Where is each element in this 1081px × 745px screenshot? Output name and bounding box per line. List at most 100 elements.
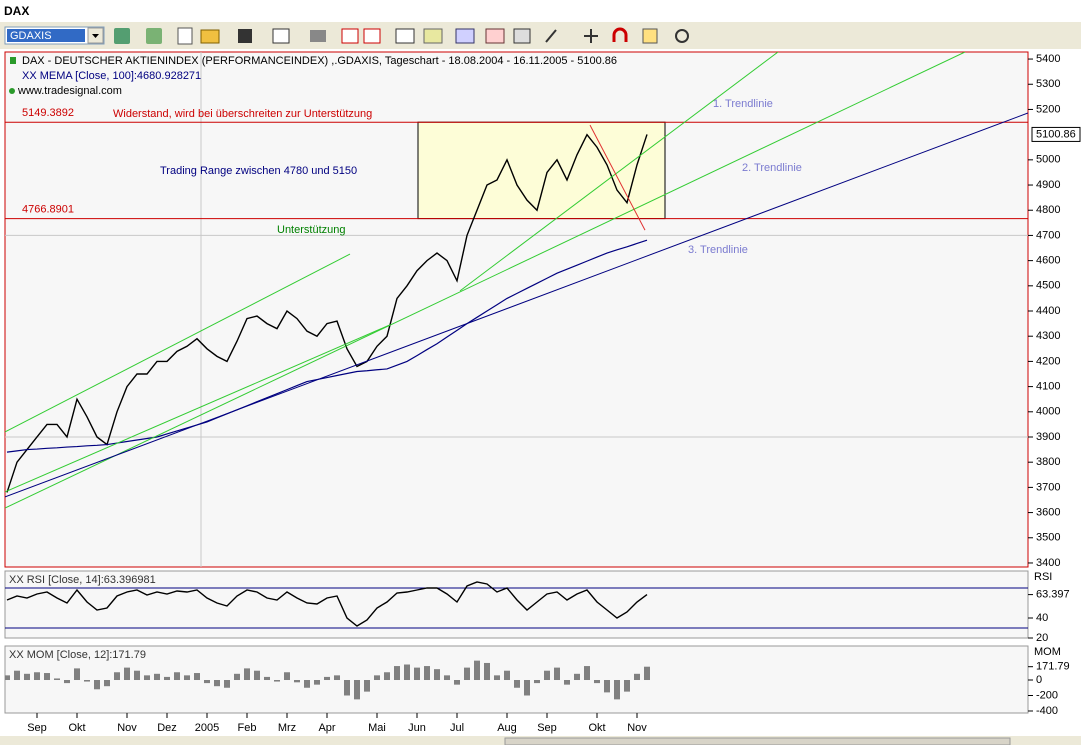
tool-button[interactable] — [238, 29, 252, 43]
bar — [194, 673, 200, 681]
tool-button[interactable] — [272, 28, 290, 44]
series-line — [6, 581, 648, 627]
bar — [414, 667, 420, 681]
tool-button[interactable] — [310, 30, 326, 42]
bar — [544, 670, 550, 681]
series-line — [6, 239, 648, 453]
bar — [184, 675, 190, 681]
tool-button[interactable] — [177, 27, 193, 45]
scrollbar-thumb[interactable] — [504, 737, 1011, 745]
tool-button[interactable] — [395, 28, 415, 44]
y-tick-label: 3800 — [1036, 456, 1060, 468]
bar — [334, 675, 340, 681]
bar — [314, 680, 320, 685]
y-tick-label: 4700 — [1036, 229, 1060, 241]
bar — [204, 680, 210, 684]
last-price-label: 5100.86 — [1036, 128, 1076, 140]
bar — [624, 680, 630, 692]
x-tick-label: Dez — [157, 722, 177, 734]
bar — [214, 680, 220, 687]
y-tick-label: 4200 — [1036, 355, 1060, 367]
bar — [464, 667, 470, 681]
tool-button[interactable] — [455, 28, 475, 44]
bar — [564, 680, 570, 685]
bar — [264, 676, 270, 681]
bar — [404, 664, 410, 681]
trendline-label: 1. Trendlinie — [713, 98, 773, 110]
y-tick-label: -400 — [1036, 705, 1058, 717]
tool-button[interactable] — [642, 28, 658, 44]
x-tick-label: Nov — [117, 722, 137, 734]
tool-button[interactable] — [423, 28, 443, 44]
tool-button[interactable] — [513, 28, 531, 44]
y-tick-label: 3900 — [1036, 431, 1060, 443]
y-tick-label: 4800 — [1036, 204, 1060, 216]
axes: 5149.3892 4766.8901 DAX - DEUTSCHER AKTIEN… — [9, 53, 1081, 734]
bar — [634, 673, 640, 681]
legend-entry: DAX - DEUTSCHER AKTIENINDEX (PERFORMANCE… — [22, 55, 617, 67]
tool-button[interactable] — [200, 29, 220, 44]
price-plot — [5, 52, 1028, 567]
symbol-selection — [7, 29, 85, 42]
bar — [174, 672, 180, 681]
bar — [104, 680, 110, 687]
rsi-panel — [4, 570, 1029, 639]
annotation: Unterstützung — [277, 224, 345, 236]
y-tick-label: 4400 — [1036, 305, 1060, 317]
tool-button[interactable] — [114, 28, 130, 44]
bar — [504, 670, 510, 681]
bar — [304, 680, 310, 688]
y-tick-label: 0 — [1036, 674, 1042, 686]
y-tick-label: 3500 — [1036, 532, 1060, 544]
bar — [5, 675, 10, 681]
legend-entry: XX RSI [Close, 14]:63.396981 — [9, 574, 156, 586]
trendline — [5, 253, 351, 433]
x-tick-label: Mai — [368, 722, 386, 734]
bar — [614, 680, 620, 700]
bar — [234, 673, 240, 681]
bar — [74, 668, 80, 681]
y-tick-label: 40 — [1036, 612, 1048, 624]
bar — [594, 680, 600, 684]
bar — [114, 672, 120, 681]
y-tick-label: 4000 — [1036, 406, 1060, 418]
trendline — [589, 124, 646, 231]
trendline — [5, 324, 391, 493]
bar — [294, 680, 300, 683]
tool-button[interactable] — [146, 28, 162, 44]
bar — [44, 673, 50, 681]
bar — [124, 667, 130, 681]
x-tick-label: Okt — [68, 722, 85, 734]
toolbar-buttons — [114, 27, 689, 45]
y-tick-label: -200 — [1036, 689, 1058, 701]
trendline-label: 2. Trendlinie — [742, 162, 802, 174]
bar — [584, 666, 590, 681]
y-tick-label: 5400 — [1036, 53, 1060, 65]
tool-button[interactable] — [485, 28, 505, 44]
y-tick-label: 5000 — [1036, 154, 1060, 166]
tool-button[interactable] — [341, 28, 359, 44]
bar — [604, 680, 610, 693]
legend-entry: XX MEMA [Close, 100]:4680.928271 — [22, 70, 201, 82]
line-value-label: 5149.3892 — [22, 107, 74, 119]
tool-button[interactable] — [675, 29, 689, 43]
y-tick-label: 4300 — [1036, 330, 1060, 342]
bar — [144, 675, 150, 681]
bar — [374, 675, 380, 681]
bar — [34, 672, 40, 681]
bar — [574, 673, 580, 681]
tool-button[interactable] — [584, 29, 598, 43]
bar — [94, 680, 100, 690]
tool-button[interactable] — [363, 28, 381, 44]
tool-button[interactable] — [612, 27, 628, 42]
bar — [424, 666, 430, 681]
y-tick-label: 4500 — [1036, 280, 1060, 292]
panel-label: RSI — [1034, 571, 1052, 583]
bar — [474, 660, 480, 681]
tool-button[interactable] — [545, 29, 557, 43]
bar — [394, 666, 400, 681]
bar — [434, 669, 440, 681]
trendline — [459, 52, 779, 292]
x-tick-label: Sep — [27, 722, 47, 734]
